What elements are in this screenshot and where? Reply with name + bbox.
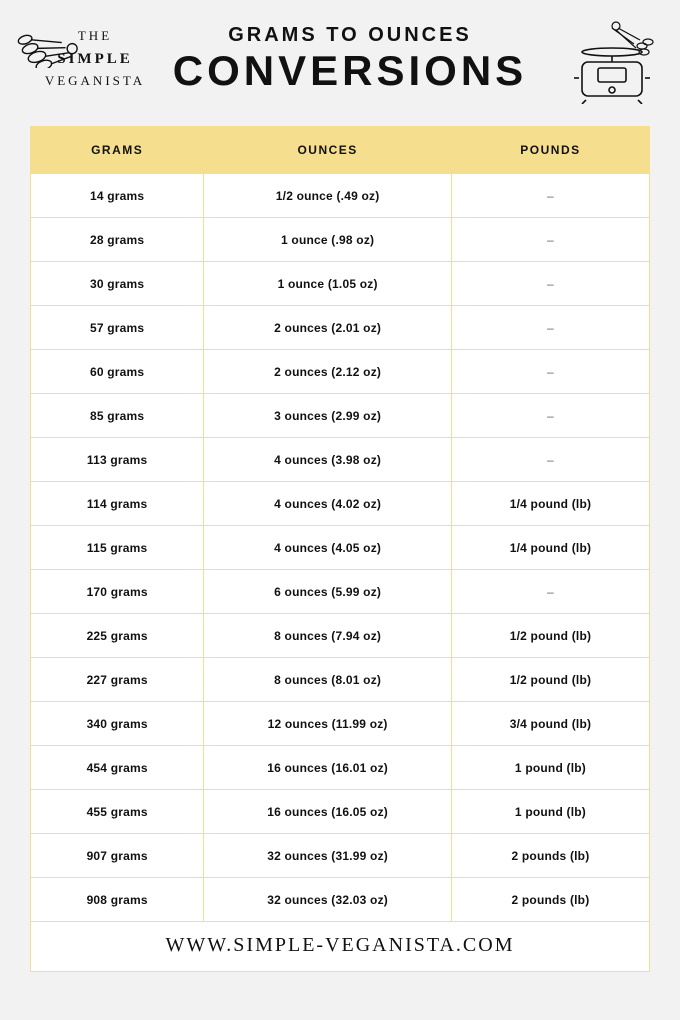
page-header: THE SIMPLE VEGANISTA GRAMS TO OUNCES CON…	[0, 0, 680, 114]
col-header-grams: GRAMS	[31, 127, 204, 174]
cell-grams: 113 grams	[31, 438, 204, 482]
cell-grams: 115 grams	[31, 526, 204, 570]
cell-pounds: 1 pound (lb)	[451, 746, 649, 790]
brand-text: THE SIMPLE VEGANISTA	[30, 26, 160, 92]
cell-ounces: 32 ounces (31.99 oz)	[204, 834, 452, 878]
col-header-pounds: POUNDS	[451, 127, 649, 174]
cell-ounces: 12 ounces (11.99 oz)	[204, 702, 452, 746]
footer-url: WWW.SIMPLE-VEGANISTA.COM	[31, 922, 650, 972]
brand-line-1: THE	[30, 26, 160, 47]
cell-grams: 340 grams	[31, 702, 204, 746]
table-row: 115 grams4 ounces (4.05 oz)1/4 pound (lb…	[31, 526, 650, 570]
cell-ounces: 16 ounces (16.01 oz)	[204, 746, 452, 790]
cell-grams: 85 grams	[31, 394, 204, 438]
table-row: 14 grams1/2 ounce (.49 oz)–	[31, 174, 650, 218]
table-row: 225 grams8 ounces (7.94 oz)1/2 pound (lb…	[31, 614, 650, 658]
table-row: 227 grams8 ounces (8.01 oz)1/2 pound (lb…	[31, 658, 650, 702]
brand-line-2: SIMPLE	[30, 47, 160, 71]
cell-pounds: 1/4 pound (lb)	[451, 482, 649, 526]
table-row: 455 grams16 ounces (16.05 oz)1 pound (lb…	[31, 790, 650, 834]
cell-pounds: 2 pounds (lb)	[451, 878, 649, 922]
cell-grams: 28 grams	[31, 218, 204, 262]
cell-grams: 30 grams	[31, 262, 204, 306]
brand-block: THE SIMPLE VEGANISTA	[30, 24, 160, 92]
table-row: 340 grams12 ounces (11.99 oz)3/4 pound (…	[31, 702, 650, 746]
cell-ounces: 8 ounces (7.94 oz)	[204, 614, 452, 658]
table-row: 454 grams16 ounces (16.01 oz)1 pound (lb…	[31, 746, 650, 790]
cell-grams: 907 grams	[31, 834, 204, 878]
cell-ounces: 32 ounces (32.03 oz)	[204, 878, 452, 922]
col-header-ounces: OUNCES	[204, 127, 452, 174]
conversion-table-wrap: GRAMS OUNCES POUNDS 14 grams1/2 ounce (.…	[30, 126, 650, 972]
cell-ounces: 2 ounces (2.12 oz)	[204, 350, 452, 394]
table-row: 114 grams4 ounces (4.02 oz)1/4 pound (lb…	[31, 482, 650, 526]
cell-ounces: 1 ounce (1.05 oz)	[204, 262, 452, 306]
cell-pounds: –	[451, 262, 649, 306]
cell-grams: 227 grams	[31, 658, 204, 702]
table-row: 170 grams6 ounces (5.99 oz)–	[31, 570, 650, 614]
cell-grams: 908 grams	[31, 878, 204, 922]
table-body: 14 grams1/2 ounce (.49 oz)–28 grams1 oun…	[31, 174, 650, 922]
title-block: GRAMS TO OUNCES CONVERSIONS	[160, 24, 540, 93]
kitchen-scale-icon	[570, 44, 654, 104]
cell-pounds: –	[451, 306, 649, 350]
cell-ounces: 3 ounces (2.99 oz)	[204, 394, 452, 438]
cell-grams: 454 grams	[31, 746, 204, 790]
cell-ounces: 4 ounces (3.98 oz)	[204, 438, 452, 482]
header-right-icons	[540, 24, 650, 104]
cell-pounds: –	[451, 394, 649, 438]
cell-grams: 14 grams	[31, 174, 204, 218]
cell-ounces: 1 ounce (.98 oz)	[204, 218, 452, 262]
table-row: 30 grams1 ounce (1.05 oz)–	[31, 262, 650, 306]
cell-pounds: 1/2 pound (lb)	[451, 614, 649, 658]
table-row: 28 grams1 ounce (.98 oz)–	[31, 218, 650, 262]
cell-grams: 57 grams	[31, 306, 204, 350]
brand-line-3: VEGANISTA	[30, 71, 160, 92]
cell-pounds: –	[451, 218, 649, 262]
cell-grams: 225 grams	[31, 614, 204, 658]
cell-pounds: –	[451, 570, 649, 614]
page-title: CONVERSIONS	[160, 49, 540, 93]
table-row: 57 grams2 ounces (2.01 oz)–	[31, 306, 650, 350]
cell-pounds: –	[451, 350, 649, 394]
table-row: 113 grams4 ounces (3.98 oz)–	[31, 438, 650, 482]
cell-grams: 170 grams	[31, 570, 204, 614]
cell-pounds: 1 pound (lb)	[451, 790, 649, 834]
conversion-table: GRAMS OUNCES POUNDS 14 grams1/2 ounce (.…	[30, 126, 650, 972]
cell-ounces: 2 ounces (2.01 oz)	[204, 306, 452, 350]
page-subtitle: GRAMS TO OUNCES	[160, 24, 540, 47]
cell-grams: 455 grams	[31, 790, 204, 834]
table-row: 60 grams2 ounces (2.12 oz)–	[31, 350, 650, 394]
cell-pounds: 2 pounds (lb)	[451, 834, 649, 878]
cell-pounds: –	[451, 438, 649, 482]
cell-ounces: 4 ounces (4.05 oz)	[204, 526, 452, 570]
cell-pounds: –	[451, 174, 649, 218]
table-row: 907 grams32 ounces (31.99 oz)2 pounds (l…	[31, 834, 650, 878]
cell-grams: 114 grams	[31, 482, 204, 526]
cell-pounds: 1/2 pound (lb)	[451, 658, 649, 702]
table-header: GRAMS OUNCES POUNDS	[31, 127, 650, 174]
cell-pounds: 3/4 pound (lb)	[451, 702, 649, 746]
cell-grams: 60 grams	[31, 350, 204, 394]
cell-ounces: 1/2 ounce (.49 oz)	[204, 174, 452, 218]
cell-ounces: 6 ounces (5.99 oz)	[204, 570, 452, 614]
cell-ounces: 4 ounces (4.02 oz)	[204, 482, 452, 526]
cell-pounds: 1/4 pound (lb)	[451, 526, 649, 570]
table-row: 85 grams3 ounces (2.99 oz)–	[31, 394, 650, 438]
cell-ounces: 8 ounces (8.01 oz)	[204, 658, 452, 702]
table-row: 908 grams32 ounces (32.03 oz)2 pounds (l…	[31, 878, 650, 922]
cell-ounces: 16 ounces (16.05 oz)	[204, 790, 452, 834]
